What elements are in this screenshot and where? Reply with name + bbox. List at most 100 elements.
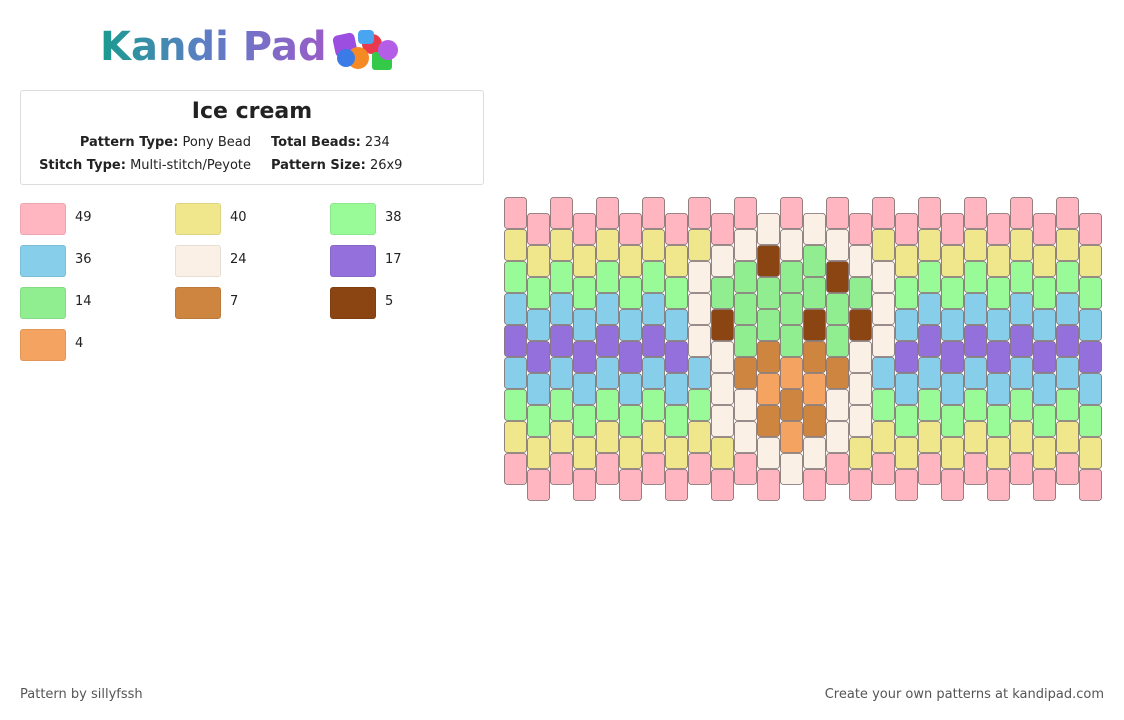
field-value: Multi-stitch/Peyote [130, 158, 251, 173]
bead [527, 405, 550, 437]
bead [734, 325, 757, 357]
bead [665, 373, 688, 405]
bead [895, 405, 918, 437]
bead [780, 389, 803, 421]
logo[interactable]: Kandi Pad [100, 24, 327, 70]
bead [711, 213, 734, 245]
bead [780, 357, 803, 389]
bead [550, 261, 573, 293]
bead [734, 389, 757, 421]
bead [826, 357, 849, 389]
bead [504, 261, 527, 293]
color-swatch [20, 287, 66, 319]
bead [918, 421, 941, 453]
legend-item: 24 [175, 245, 315, 277]
bead [665, 277, 688, 309]
bead [1033, 341, 1056, 373]
bead [987, 373, 1010, 405]
bead [1010, 293, 1033, 325]
bead [987, 245, 1010, 277]
bead [757, 213, 780, 245]
bead [1010, 197, 1033, 229]
bead [895, 341, 918, 373]
bead [642, 421, 665, 453]
bead [1010, 421, 1033, 453]
bead [895, 277, 918, 309]
bead [642, 453, 665, 485]
bead [803, 277, 826, 309]
legend-item: 17 [330, 245, 470, 277]
bead [849, 341, 872, 373]
legend-item: 14 [20, 287, 160, 319]
bead [1079, 341, 1102, 373]
footer-link[interactable]: Create your own patterns at kandipad.com [824, 687, 1104, 702]
bead [688, 453, 711, 485]
bead [527, 277, 550, 309]
bead [573, 469, 596, 501]
bead [872, 389, 895, 421]
bead [803, 341, 826, 373]
color-swatch [20, 329, 66, 361]
bead [872, 421, 895, 453]
bead [596, 389, 619, 421]
bead [642, 293, 665, 325]
bead [642, 357, 665, 389]
bead-count: 17 [385, 252, 402, 267]
bead [803, 469, 826, 501]
bead [757, 277, 780, 309]
info-field: Stitch Type: Multi-stitch/Peyote [21, 158, 271, 173]
bead [1056, 293, 1079, 325]
bead [826, 261, 849, 293]
bead [1079, 277, 1102, 309]
bead [826, 421, 849, 453]
bead [1056, 261, 1079, 293]
bead [803, 245, 826, 277]
bead [1033, 469, 1056, 501]
bead [780, 229, 803, 261]
bead [1033, 437, 1056, 469]
bead [688, 389, 711, 421]
color-swatch [20, 203, 66, 235]
bead [665, 437, 688, 469]
bead [941, 245, 964, 277]
bead [504, 229, 527, 261]
bead [527, 469, 550, 501]
bead [550, 421, 573, 453]
bead [941, 405, 964, 437]
bead [596, 421, 619, 453]
bead [665, 309, 688, 341]
bead [1010, 453, 1033, 485]
bead [849, 437, 872, 469]
bead [964, 293, 987, 325]
bead [1079, 213, 1102, 245]
bead [826, 325, 849, 357]
bead [642, 261, 665, 293]
bead [573, 309, 596, 341]
bead-count: 14 [75, 294, 92, 309]
bead [757, 405, 780, 437]
bead [987, 437, 1010, 469]
bead [757, 245, 780, 277]
info-field: Total Beads: 234 [271, 135, 483, 150]
bead [527, 437, 550, 469]
bead [1010, 229, 1033, 261]
bead [918, 197, 941, 229]
bead [1056, 325, 1079, 357]
info-field: Pattern Type: Pony Bead [21, 135, 271, 150]
color-swatch [330, 203, 376, 235]
legend-item: 4 [20, 329, 160, 361]
bead [987, 309, 1010, 341]
bead [964, 261, 987, 293]
bead [1010, 389, 1033, 421]
bead [688, 421, 711, 453]
bead [504, 421, 527, 453]
bead [550, 357, 573, 389]
bead [504, 325, 527, 357]
bead [895, 245, 918, 277]
bead-count: 38 [385, 210, 402, 225]
bead [1010, 261, 1033, 293]
bead-count: 36 [75, 252, 92, 267]
bead [734, 421, 757, 453]
bead [642, 197, 665, 229]
